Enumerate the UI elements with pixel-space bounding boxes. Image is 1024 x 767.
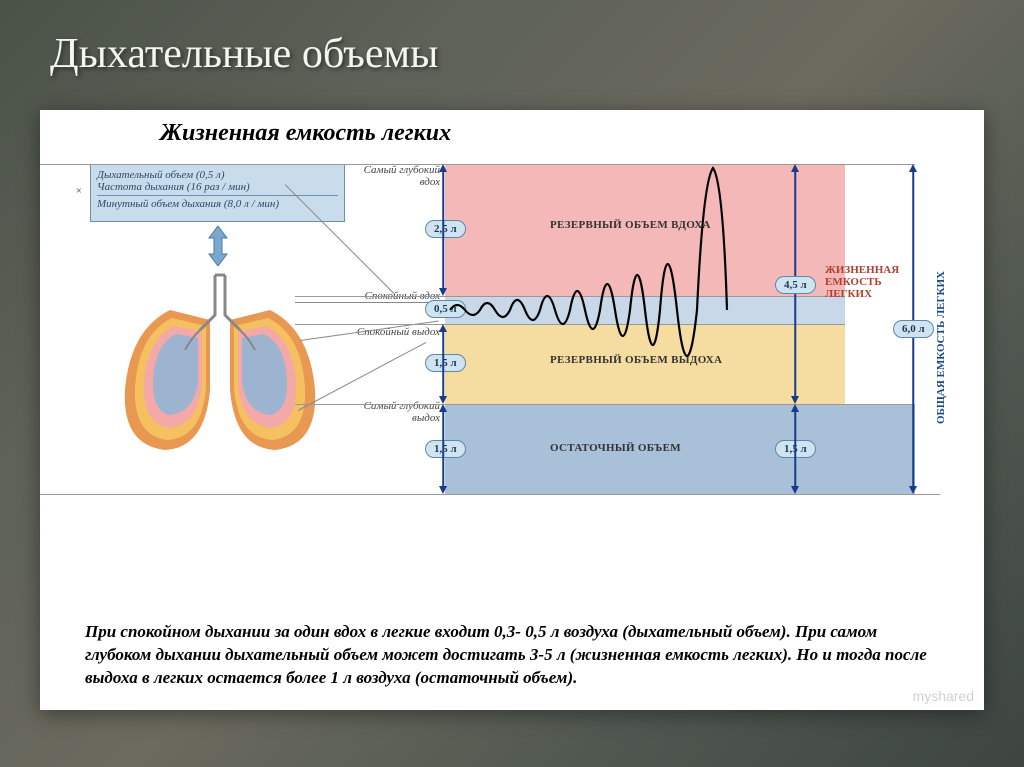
- content-panel: Жизненная емкость легких × Дыхательный о…: [40, 110, 984, 710]
- panel-subtitle: Жизненная емкость легких: [160, 120, 451, 147]
- zone-label-residual: ОСТАТОЧНЫЙ ОБЪЕМ: [550, 442, 681, 454]
- badge-total: 6,0 л: [893, 320, 934, 338]
- badge-vital: 4,5 л: [775, 276, 816, 294]
- minute-volume-box: × Дыхательный объем (0,5 л) Частота дыха…: [90, 164, 345, 222]
- bidirectional-arrow-icon: [205, 226, 231, 266]
- label-vital-capacity: ЖИЗНЕННАЯ ЕМКОСТЬ ЛЕГКИХ: [825, 264, 915, 300]
- multiply-symbol: ×: [75, 185, 82, 197]
- info-line-1: Дыхательный объем (0,5 л): [97, 169, 338, 181]
- hline: [295, 404, 915, 405]
- slide-title: Дыхательные объемы: [50, 30, 438, 78]
- badge-residual: 1,5 л: [425, 440, 466, 458]
- explanatory-text: При спокойном дыхании за один вдох в лег…: [85, 621, 939, 690]
- watermark: myshared: [913, 688, 974, 704]
- leader-line: [295, 302, 440, 303]
- hline: [40, 494, 940, 495]
- lungs-diagram: [110, 270, 330, 460]
- label-deep-inhale: Самый глубокий вдох: [350, 164, 440, 188]
- spirometry-chart: РЕЗЕРВНЫЙ ОБЪЕМ ВДОХА РЕЗЕРВНЫЙ ОБЪЕМ ВЫ…: [445, 164, 955, 494]
- info-line-2: Частота дыхания (16 раз / мин): [97, 181, 338, 193]
- label-total-capacity: ОБЩАЯ ЕМКОСТЬ ЛЕГКИХ: [935, 244, 947, 424]
